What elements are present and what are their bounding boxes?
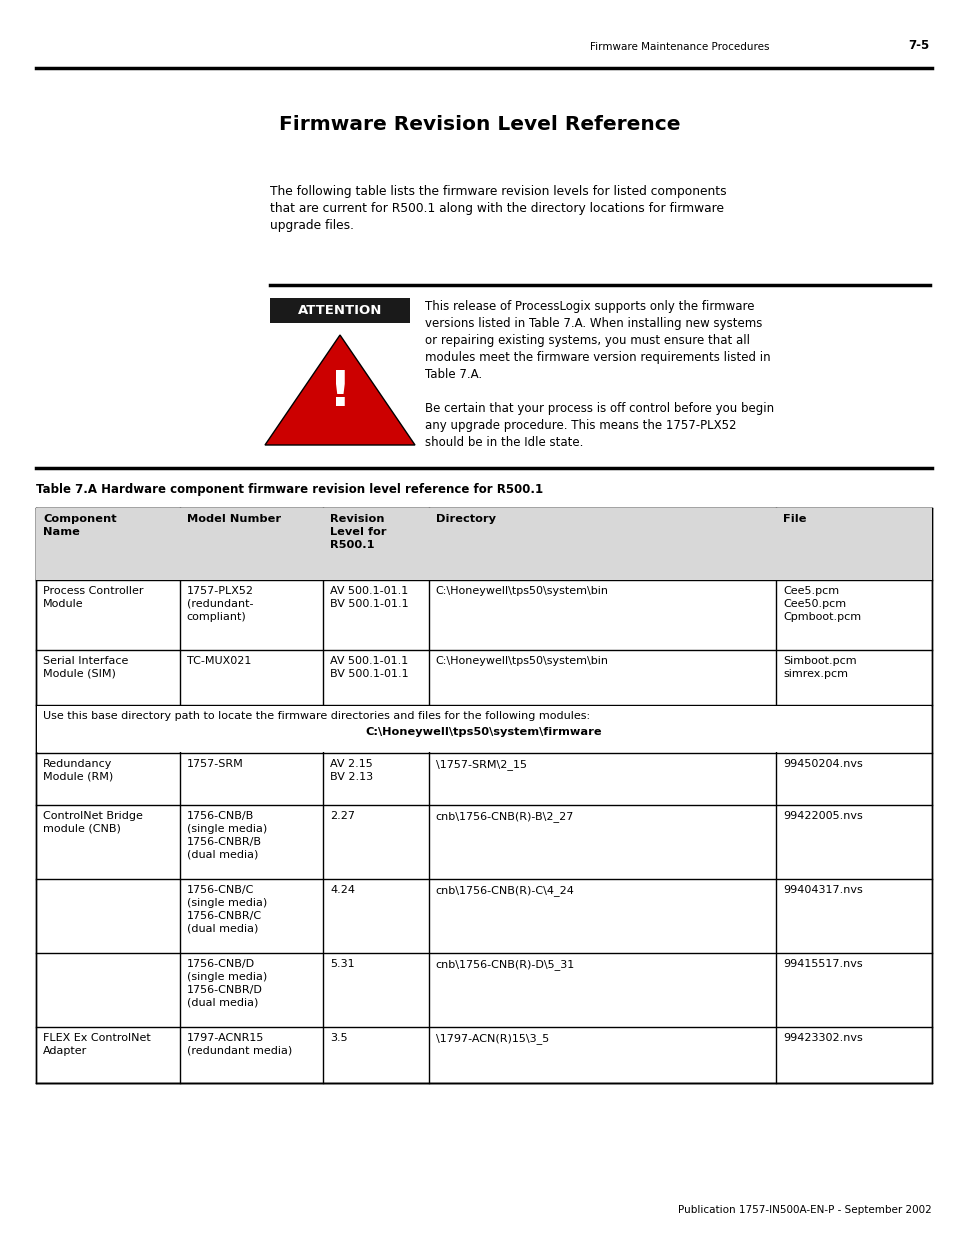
Text: Firmware Revision Level Reference: Firmware Revision Level Reference [279, 115, 680, 135]
Text: Table 7.A Hardware component firmware revision level reference for R500.1: Table 7.A Hardware component firmware re… [36, 483, 542, 496]
Text: upgrade files.: upgrade files. [270, 219, 354, 232]
Text: 7-5: 7-5 [908, 40, 929, 52]
Bar [178, 706, 180, 752]
Text: 4.24: 4.24 [330, 885, 355, 895]
Text: cnb\1756-CNB(R)-B\2_27: cnb\1756-CNB(R)-B\2_27 [436, 811, 574, 823]
Text: cnb\1756-CNB(R)-C\4_24: cnb\1756-CNB(R)-C\4_24 [436, 885, 574, 895]
Text: Be certain that your process is off control before you begin: Be certain that your process is off cont… [424, 403, 773, 415]
Text: 2.27: 2.27 [330, 811, 355, 821]
Bar [270, 298, 410, 324]
Text: AV 500.1-01.1
BV 500.1-01.1: AV 500.1-01.1 BV 500.1-01.1 [330, 656, 408, 679]
Text: C:\Honeywell\tps50\system\bin: C:\Honeywell\tps50\system\bin [436, 656, 608, 666]
Text: This release of ProcessLogix supports only the firmware: This release of ProcessLogix supports on… [424, 300, 754, 312]
Text: versions listed in Table 7.A. When installing new systems: versions listed in Table 7.A. When insta… [424, 317, 761, 330]
Bar [36, 508, 931, 1083]
Text: 3.5: 3.5 [330, 1032, 347, 1044]
Polygon shape [265, 335, 415, 445]
Text: C:\Honeywell\tps50\system\firmware: C:\Honeywell\tps50\system\firmware [365, 727, 601, 737]
Text: any upgrade procedure. This means the 1757-PLX52: any upgrade procedure. This means the 17… [424, 419, 736, 432]
Text: File: File [782, 514, 806, 524]
Text: 99423302.nvs: 99423302.nvs [782, 1032, 862, 1044]
Text: 99450204.nvs: 99450204.nvs [782, 760, 862, 769]
Text: AV 500.1-01.1
BV 500.1-01.1: AV 500.1-01.1 BV 500.1-01.1 [330, 585, 408, 609]
Text: AV 2.15
BV 2.13: AV 2.15 BV 2.13 [330, 760, 373, 782]
Text: FLEX Ex ControlNet
Adapter: FLEX Ex ControlNet Adapter [43, 1032, 151, 1056]
Text: !: ! [328, 368, 351, 416]
Text: that are current for R500.1 along with the directory locations for firmware: that are current for R500.1 along with t… [270, 203, 723, 215]
Bar [37, 706, 930, 752]
Text: 99422005.nvs: 99422005.nvs [782, 811, 862, 821]
Text: 99404317.nvs: 99404317.nvs [782, 885, 862, 895]
Text: 1756-CNB/D
(single media)
1756-CNBR/D
(dual media): 1756-CNB/D (single media) 1756-CNBR/D (d… [187, 960, 267, 1008]
Text: ControlNet Bridge
module (CNB): ControlNet Bridge module (CNB) [43, 811, 143, 834]
Text: modules meet the firmware version requirements listed in: modules meet the firmware version requir… [424, 351, 770, 364]
Text: C:\Honeywell\tps50\system\bin: C:\Honeywell\tps50\system\bin [436, 585, 608, 597]
Text: 1756-CNB/B
(single media)
1756-CNBR/B
(dual media): 1756-CNB/B (single media) 1756-CNBR/B (d… [187, 811, 267, 860]
Text: Publication 1757-IN500A-EN-P - September 2002: Publication 1757-IN500A-EN-P - September… [678, 1205, 931, 1215]
Text: 99415517.nvs: 99415517.nvs [782, 960, 862, 969]
Text: or repairing existing systems, you must ensure that all: or repairing existing systems, you must … [424, 333, 749, 347]
Text: 1756-CNB/C
(single media)
1756-CNBR/C
(dual media): 1756-CNB/C (single media) 1756-CNBR/C (d… [187, 885, 267, 934]
Text: Component
Name: Component Name [43, 514, 116, 537]
Text: 1797-ACNR15
(redundant media): 1797-ACNR15 (redundant media) [187, 1032, 292, 1056]
Text: \1797-ACN(R)15\3_5: \1797-ACN(R)15\3_5 [436, 1032, 548, 1044]
Text: Serial Interface
Module (SIM): Serial Interface Module (SIM) [43, 656, 129, 679]
Text: should be in the Idle state.: should be in the Idle state. [424, 436, 583, 450]
Text: 1757-PLX52
(redundant-
compliant): 1757-PLX52 (redundant- compliant) [187, 585, 253, 621]
Text: Process Controller
Module: Process Controller Module [43, 585, 143, 609]
Text: TC-MUX021: TC-MUX021 [187, 656, 251, 666]
Text: Redundancy
Module (RM): Redundancy Module (RM) [43, 760, 113, 782]
Text: Simboot.pcm
simrex.pcm: Simboot.pcm simrex.pcm [782, 656, 856, 679]
Text: 1757-SRM: 1757-SRM [187, 760, 243, 769]
Text: cnb\1756-CNB(R)-D\5_31: cnb\1756-CNB(R)-D\5_31 [436, 960, 575, 969]
Bar [36, 508, 931, 580]
Bar [322, 706, 324, 752]
Bar [427, 706, 429, 752]
Text: 5.31: 5.31 [330, 960, 355, 969]
Text: \1757-SRM\2_15: \1757-SRM\2_15 [436, 760, 526, 769]
Text: Directory: Directory [436, 514, 496, 524]
Text: Firmware Maintenance Procedures: Firmware Maintenance Procedures [589, 42, 769, 52]
Text: Revision
Level for
R500.1: Revision Level for R500.1 [330, 514, 386, 551]
Text: ATTENTION: ATTENTION [297, 304, 382, 317]
Text: Cee5.pcm
Cee50.pcm
Cpmboot.pcm: Cee5.pcm Cee50.pcm Cpmboot.pcm [782, 585, 861, 621]
Bar [775, 706, 777, 752]
Text: Use this base directory path to locate the firmware directories and files for th: Use this base directory path to locate t… [43, 711, 590, 721]
Text: Model Number: Model Number [187, 514, 280, 524]
Text: Table 7.A.: Table 7.A. [424, 368, 481, 382]
Text: The following table lists the firmware revision levels for listed components: The following table lists the firmware r… [270, 185, 726, 198]
